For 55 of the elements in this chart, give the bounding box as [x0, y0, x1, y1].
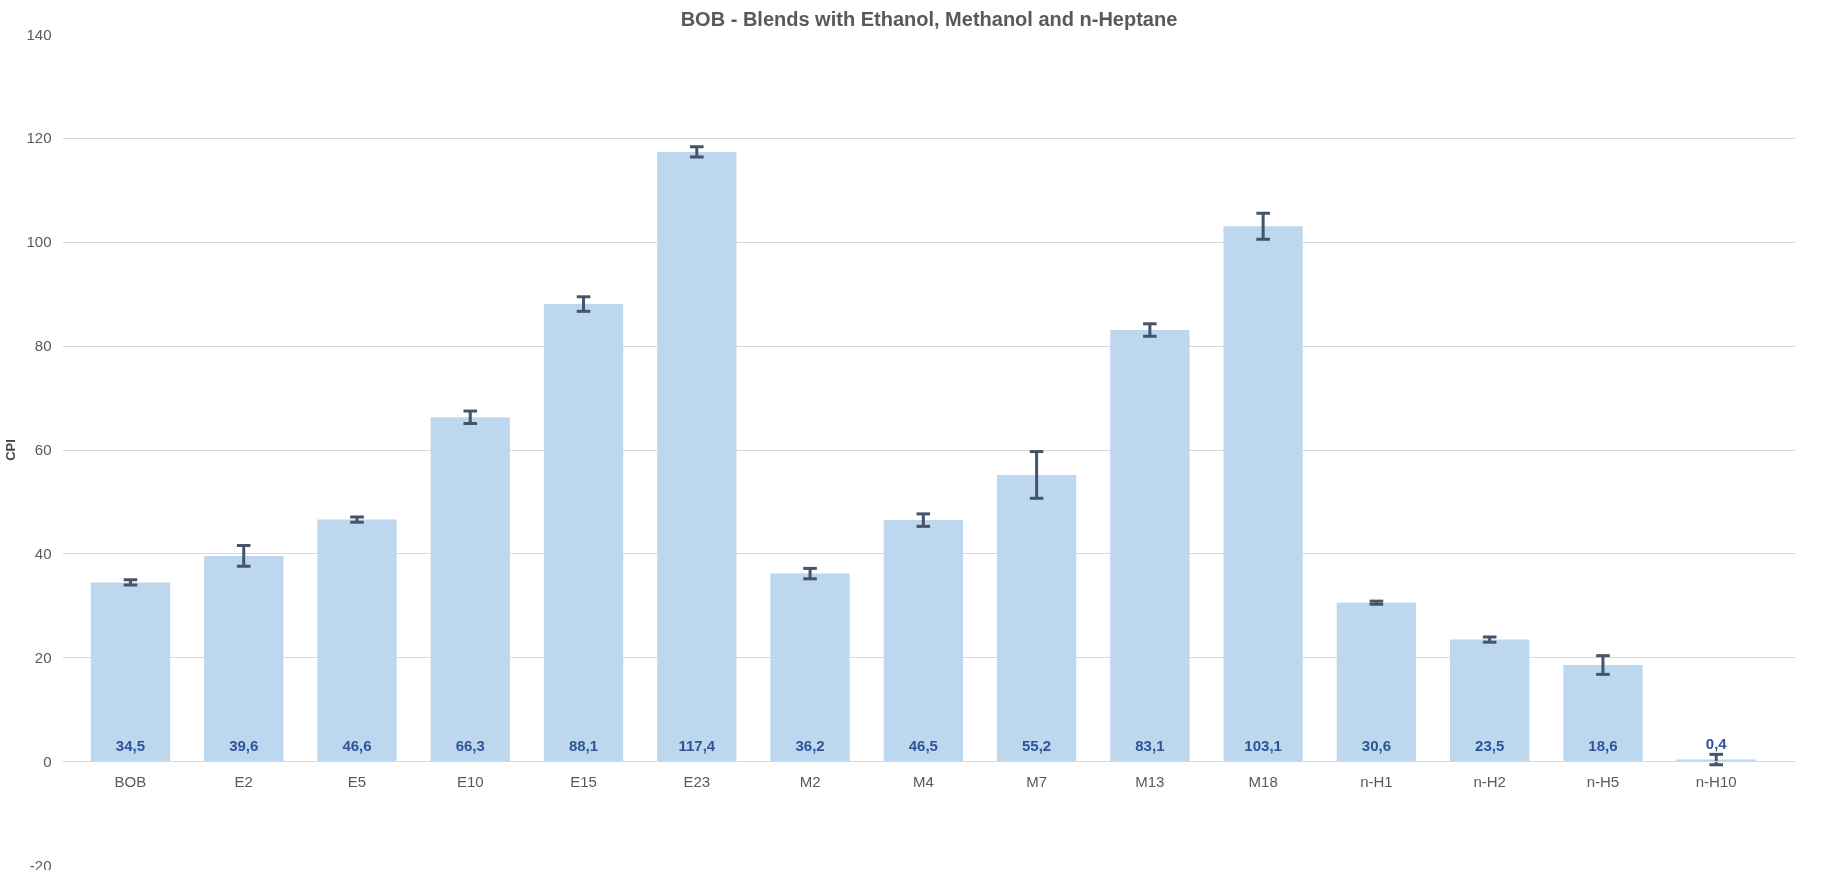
bar	[204, 555, 284, 762]
bar	[1563, 665, 1643, 762]
data-label: 18,6	[1588, 737, 1618, 755]
bar	[543, 304, 624, 762]
x-tick-label: M18	[1248, 772, 1278, 790]
data-label: 46,5	[908, 737, 938, 755]
y-tick-label: 0	[43, 752, 52, 770]
bar	[996, 474, 1077, 762]
y-tick-label: 80	[34, 337, 52, 355]
data-label: 34,5	[115, 737, 146, 755]
y-tick-label: 120	[26, 129, 52, 147]
bar	[90, 582, 171, 762]
bar	[770, 573, 850, 762]
y-tick-label: 20	[34, 648, 52, 666]
y-tick-label: 60	[34, 441, 52, 458]
bar	[657, 151, 737, 762]
data-label: 103,1	[1244, 737, 1282, 755]
data-label: 0,4	[1705, 735, 1728, 753]
data-label: 46,6	[342, 737, 372, 755]
bar	[1450, 639, 1530, 762]
y-tick-label: 100	[26, 233, 52, 251]
data-label: 117,4	[678, 737, 716, 755]
x-tick-label: n-H10	[1695, 772, 1737, 790]
y-tick-label: 140	[26, 25, 52, 43]
bar	[1110, 330, 1190, 762]
x-tick-label: E23	[683, 772, 711, 790]
data-label: 83,1	[1135, 737, 1165, 755]
chart-title: BOB - Blends with Ethanol, Methanol and n-Heptane	[680, 7, 1178, 30]
bar	[883, 520, 963, 762]
x-tick-label: E10	[456, 772, 484, 790]
data-label: 39,6	[229, 737, 259, 755]
x-tick-label: M2	[799, 772, 821, 790]
bar	[1336, 602, 1417, 762]
y-tick-label: -20	[29, 856, 52, 874]
x-tick-label: M13	[1135, 772, 1165, 790]
bar	[1223, 226, 1303, 762]
data-label: 23,5	[1475, 737, 1505, 755]
data-label: 36,2	[795, 737, 825, 755]
data-label: 55,2	[1022, 737, 1052, 755]
x-tick-label: E2	[234, 772, 253, 790]
x-tick-label: n-H5	[1586, 772, 1620, 790]
bar	[430, 417, 510, 762]
x-tick-label: BOB	[114, 772, 147, 790]
y-tick-label: 40	[34, 544, 52, 562]
x-tick-label: M7	[1026, 772, 1048, 790]
x-tick-label: n-H2	[1473, 772, 1506, 790]
y-axis-title: CPI	[3, 439, 19, 461]
x-tick-label: E15	[570, 772, 597, 790]
x-tick-label: E5	[347, 772, 367, 790]
bar	[317, 519, 397, 762]
data-label: 66,3	[455, 737, 485, 755]
data-label: 30,6	[1361, 737, 1392, 755]
data-label: 88,1	[568, 737, 599, 755]
x-tick-label: M4	[912, 772, 934, 790]
x-tick-label: n-H1	[1360, 772, 1393, 790]
